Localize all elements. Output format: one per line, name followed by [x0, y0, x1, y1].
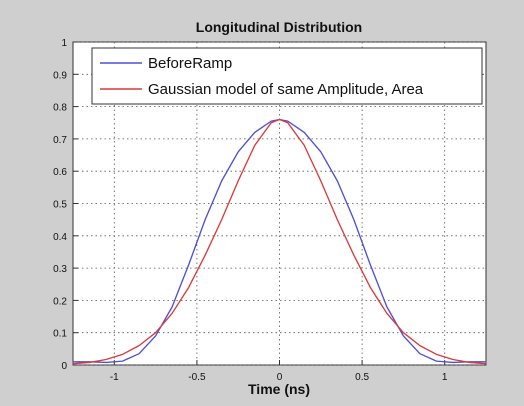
legend-label-beforeramp: BeforeRamp	[148, 55, 232, 72]
legend-label-gaussian: Gaussian model of same Amplitude, Area	[148, 81, 424, 98]
x-tick-label: 1	[442, 372, 448, 383]
x-tick-label: -1	[110, 372, 119, 383]
y-tick-label: 0.4	[53, 232, 67, 243]
y-tick-label: 0.3	[53, 264, 67, 275]
series-layer	[72, 118, 487, 365]
y-tick-label: 1	[61, 38, 67, 49]
x-axis-label: Time (ns)	[248, 381, 310, 397]
y-tick-label: 0.1	[53, 329, 67, 340]
legend: BeforeRamp Gaussian model of same Amplit…	[91, 47, 483, 105]
x-tick-label: 0.5	[355, 372, 369, 383]
y-tick-label: 0.6	[53, 167, 67, 178]
y-tick-label: 0	[61, 361, 67, 372]
series-line-gaussian-model	[72, 118, 487, 365]
legend-box	[91, 47, 483, 105]
x-tick-label: 0	[277, 372, 283, 383]
y-tick-label: 0.9	[53, 70, 67, 81]
y-tick-label: 0.7	[53, 135, 67, 146]
y-tick-label: 0.5	[53, 200, 67, 211]
x-tick-label: -0.5	[188, 372, 206, 383]
axes: -1 -0.5 0 0.5 1 0 0.1 0.2 0.3 0.4 0.5 0.6 0.7 0.8 0.9 1	[53, 38, 448, 383]
y-tick-label: 0.8	[53, 103, 67, 114]
chart-title: Longitudinal Distribution	[196, 19, 362, 35]
y-tick-label: 0.2	[53, 296, 67, 307]
